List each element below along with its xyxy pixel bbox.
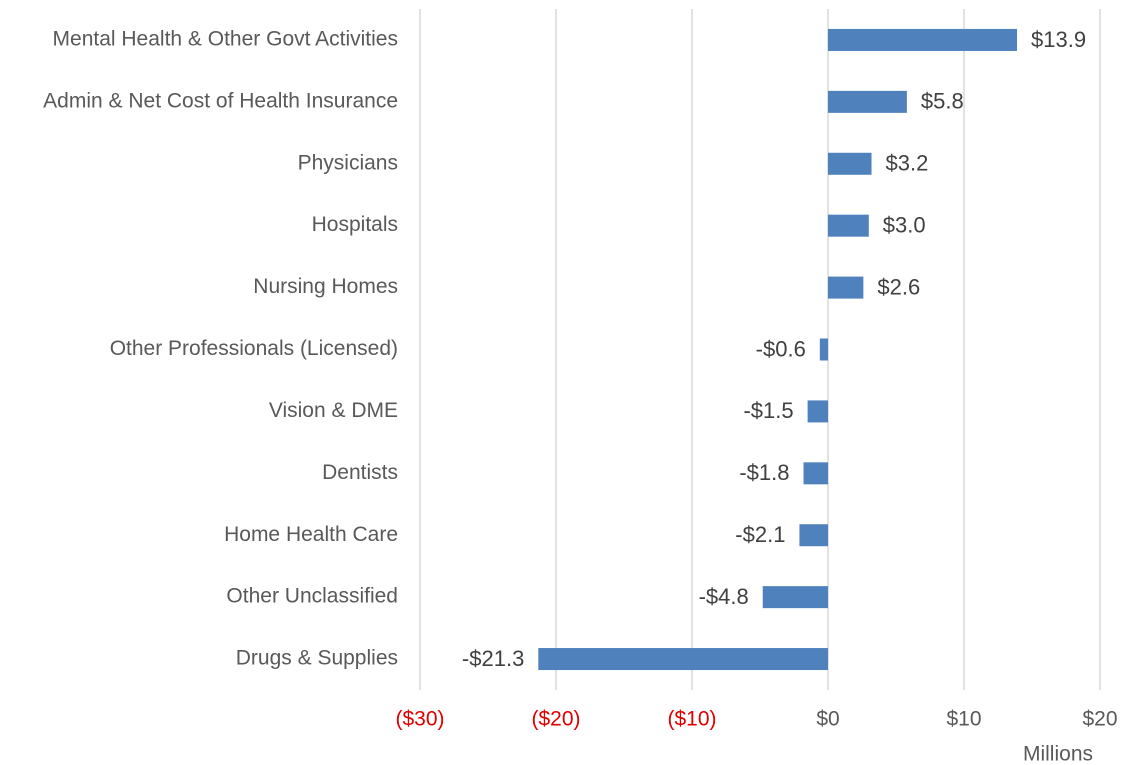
bar [762, 586, 828, 609]
y-tick-label: Other Professionals (Licensed) [110, 337, 398, 360]
x-tick-label: ($30) [395, 708, 444, 731]
y-tick-label: Hospitals [312, 213, 398, 236]
y-tick-label: Vision & DME [269, 399, 398, 422]
x-tick-label: ($20) [531, 708, 580, 731]
bar [803, 462, 828, 485]
x-tick-label: $20 [1082, 708, 1117, 731]
y-tick-label: Physicians [298, 151, 398, 174]
bar [828, 214, 869, 237]
value-label: $2.6 [877, 274, 920, 299]
value-label: $3.2 [886, 151, 929, 176]
value-label: -$0.6 [756, 336, 806, 361]
x-axis-label: Millions [1023, 743, 1093, 765]
bar [828, 152, 872, 175]
value-label: -$1.5 [743, 398, 793, 423]
value-label: $3.0 [883, 212, 926, 237]
value-label: -$4.8 [699, 584, 749, 609]
y-tick-label: Home Health Care [224, 523, 398, 546]
y-tick-label: Other Unclassified [226, 585, 398, 608]
value-label: -$21.3 [462, 646, 524, 671]
value-label: -$2.1 [735, 522, 785, 547]
bar [828, 90, 907, 113]
value-label: $13.9 [1031, 27, 1086, 52]
y-tick-label: Mental Health & Other Govt Activities [53, 28, 398, 51]
value-label: -$1.8 [739, 460, 789, 485]
x-tick-label: ($10) [667, 708, 716, 731]
bar [799, 524, 828, 547]
x-tick-label: $10 [946, 708, 981, 731]
y-tick-label: Drugs & Supplies [236, 647, 398, 670]
bar [828, 28, 1018, 51]
value-label: $5.8 [921, 89, 964, 114]
bar [819, 338, 828, 361]
y-tick-label: Dentists [322, 461, 398, 484]
bar [828, 276, 864, 299]
bar [807, 400, 828, 423]
y-tick-label: Admin & Net Cost of Health Insurance [43, 89, 398, 112]
x-tick-label: $0 [816, 708, 839, 731]
bar [538, 648, 828, 671]
y-tick-label: Nursing Homes [253, 275, 398, 298]
